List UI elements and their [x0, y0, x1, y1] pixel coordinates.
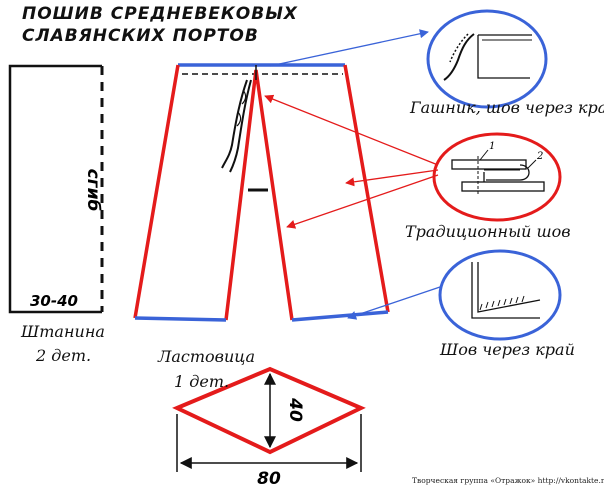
gusset-pattern: 40 80: [172, 366, 366, 489]
right-hem: [291, 310, 389, 322]
credit-line: Творческая группа «Отражок» http://vkont…: [412, 476, 604, 485]
panel-outline: [8, 64, 102, 314]
leg-panel-pattern: сгиб 30-40: [8, 64, 104, 314]
left-hem: [134, 316, 227, 322]
traditional-pointer-1: [264, 94, 439, 166]
inner-seam: [224, 69, 294, 321]
overcast-seam-detail: [438, 249, 562, 341]
gusset-width-label: 80: [257, 469, 281, 489]
traditional-pointer-3: [286, 174, 439, 229]
traditional-pointer-2: [345, 169, 439, 187]
drawstring-b: [229, 79, 252, 173]
overcast-seam-caption: Шов через край: [440, 340, 575, 359]
panel-caption-name: Штанина: [21, 322, 105, 341]
overcast-pointer: [347, 286, 441, 320]
panel-width-label: 30-40: [30, 292, 78, 310]
traditional-seam-caption: Традиционный шов: [405, 222, 571, 241]
title-line-2: СЛАВЯНСКИХ ПОРТОВ: [22, 26, 259, 46]
waistband-detail: [426, 9, 548, 109]
panel-caption-count: 2 дет.: [36, 346, 92, 365]
waistband-caption: Гашник, шов через край,: [410, 98, 604, 117]
traditional-seam-detail: 1 2: [432, 132, 562, 222]
gusset-outline: [172, 366, 366, 455]
title-line-1: ПОШИВ СРЕДНЕВЕКОВЫХ: [22, 4, 298, 24]
callout-2: 1: [489, 141, 495, 152]
gusset-caption-count: 1 дет.: [174, 372, 230, 391]
waistband-pointer: [269, 29, 429, 67]
overcast-seam-detail-circle: [438, 249, 562, 341]
fold-label: сгиб: [83, 169, 103, 212]
callout-1: 2: [536, 151, 543, 162]
right-outer-seam: [343, 64, 390, 313]
gusset-caption-name: Ластовица: [158, 347, 255, 366]
drawstring-a: [221, 79, 248, 169]
traditional-seam-detail-circle: [432, 132, 562, 222]
waistband-detail-circle: [426, 9, 548, 109]
trousers-drawing: [133, 63, 390, 322]
gusset-height-label: 40: [285, 397, 305, 422]
left-outer-seam: [133, 64, 180, 319]
